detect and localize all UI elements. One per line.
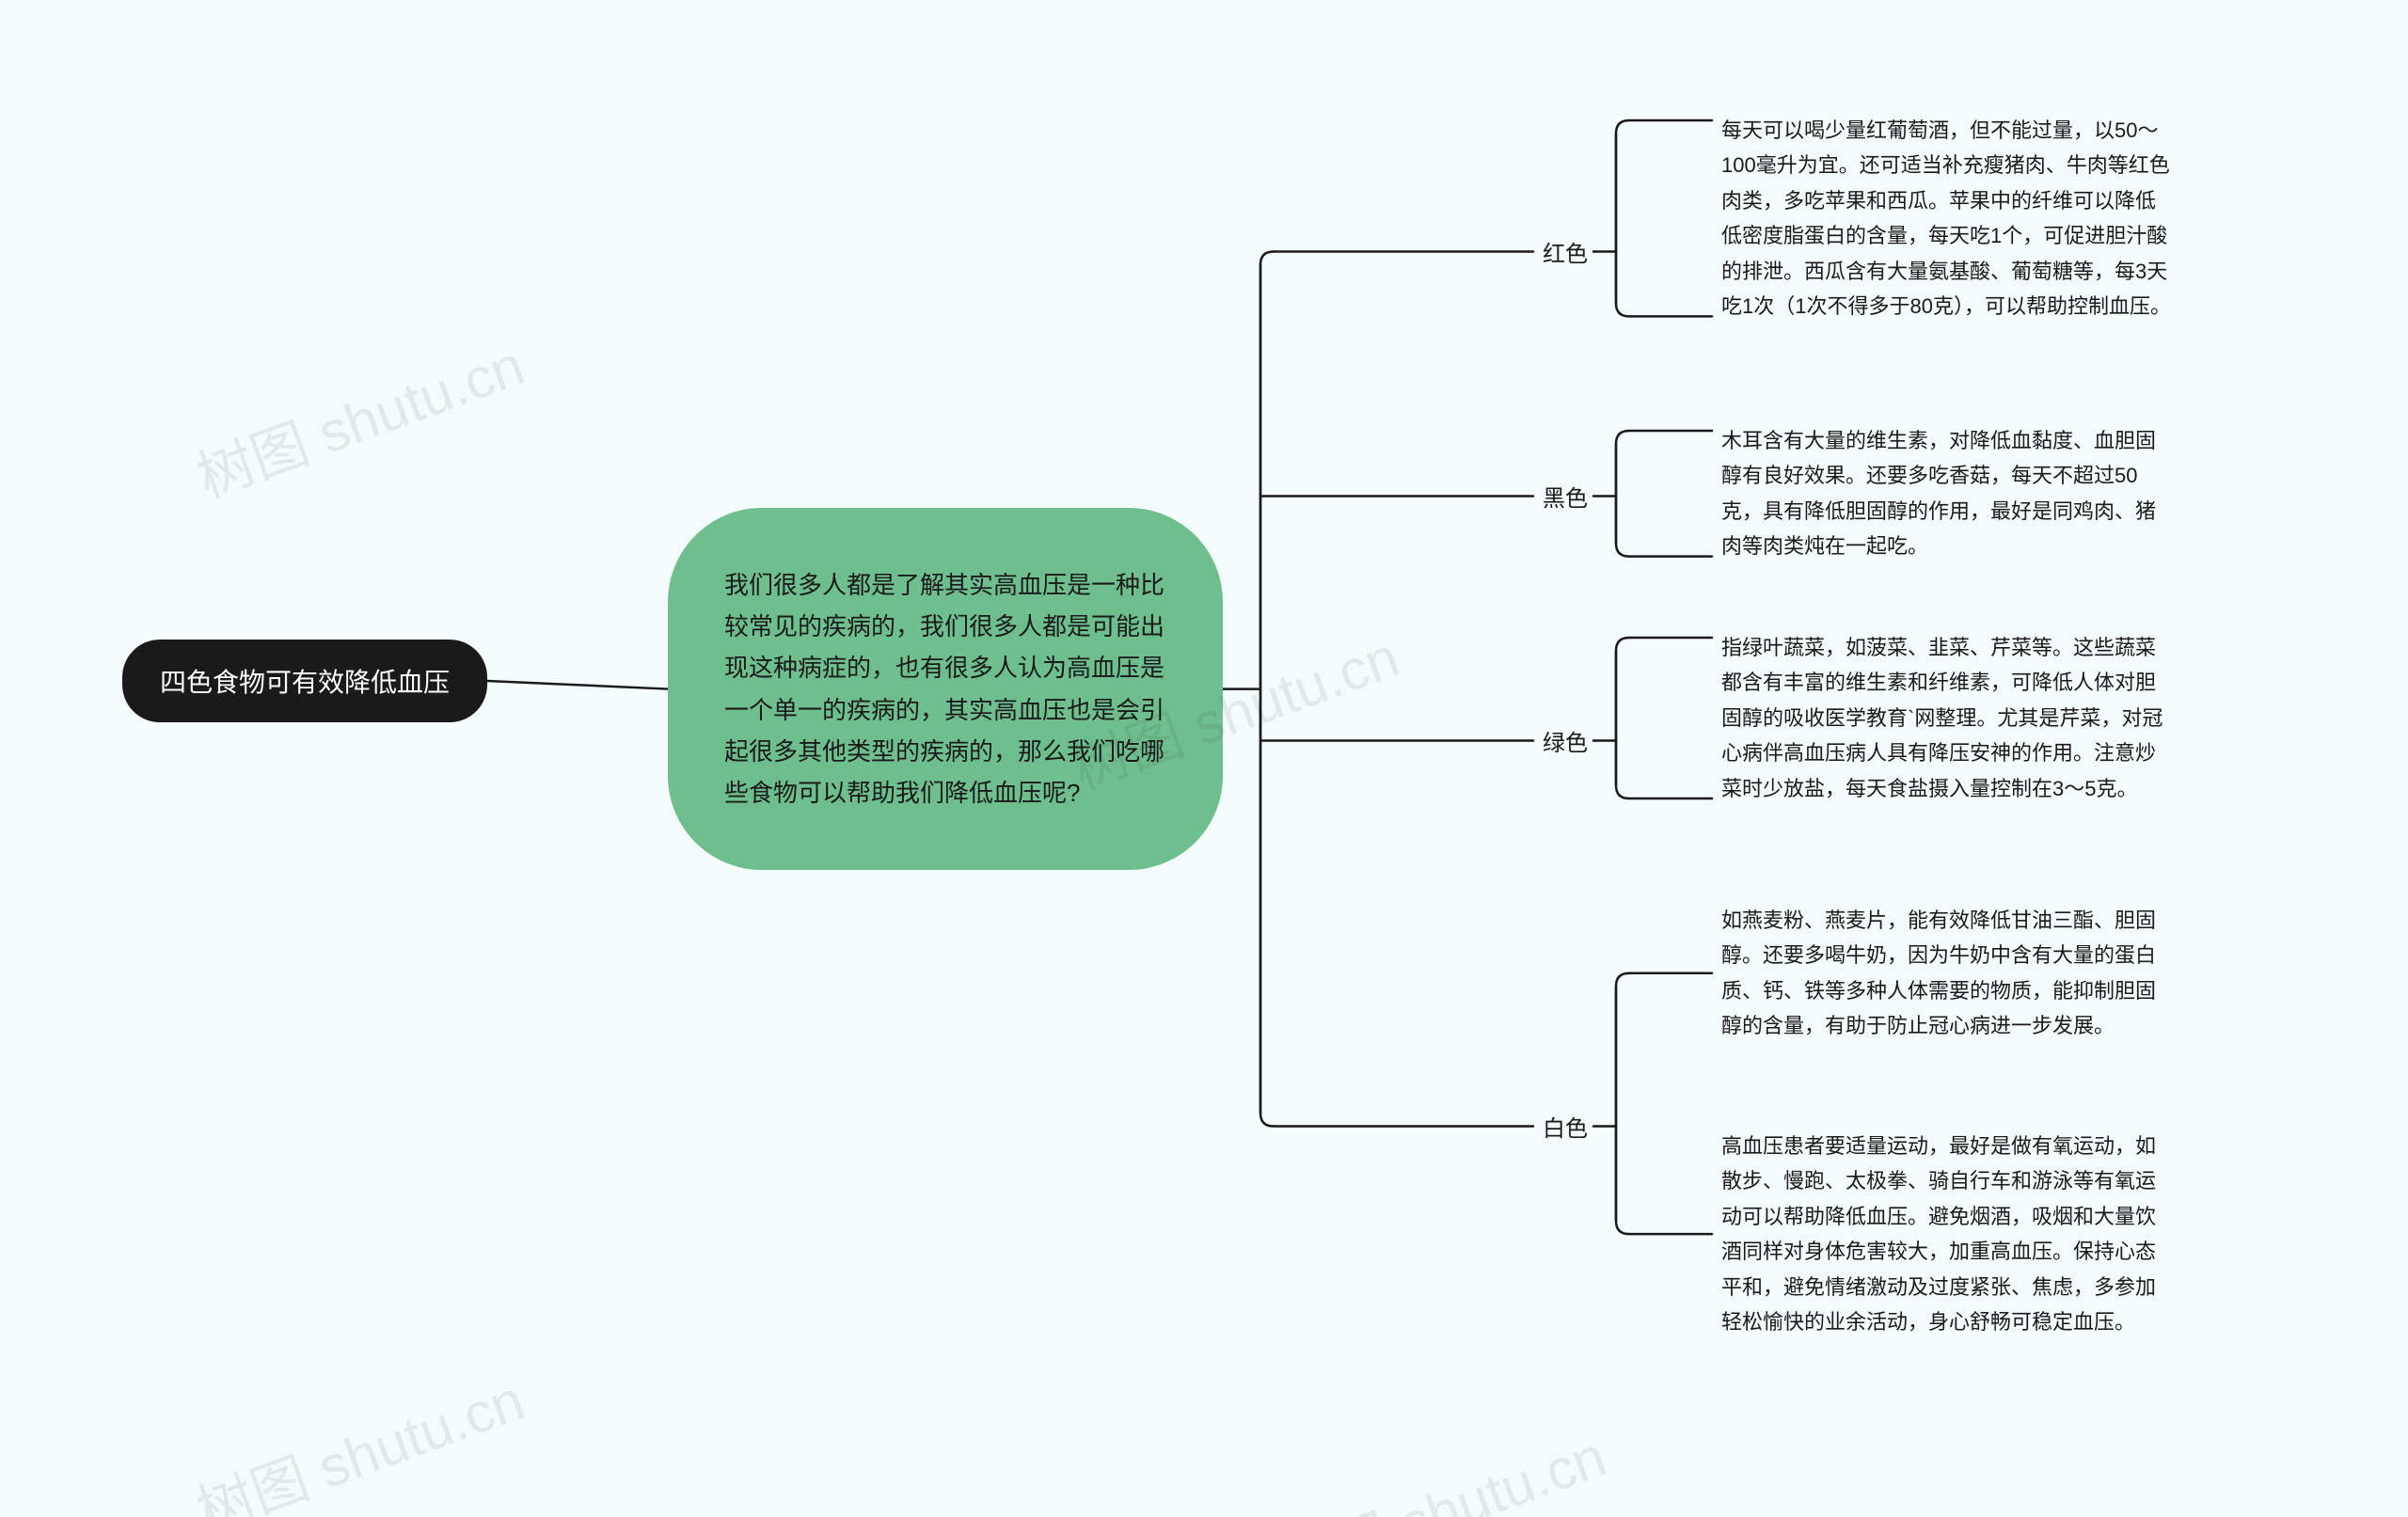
mindmap-canvas: 四色食物可有效降低血压 我们很多人都是了解其实高血压是一种比较常见的疾病的，我们… (0, 0, 2408, 1517)
watermark: 树图 shutu.cn (184, 320, 533, 514)
category-black[interactable]: 黑色 (1543, 480, 1588, 513)
category-white[interactable]: 白色 (1543, 1110, 1588, 1143)
watermark: 树图 shutu.cn (1266, 1411, 1615, 1517)
watermark: 树图 shutu.cn (184, 1354, 533, 1517)
leaf-green-0[interactable]: 指绿叶蔬菜，如菠菜、韭菜、芹菜等。这些蔬菜都含有丰富的维生素和纤维素，可降低人体… (1721, 630, 2173, 806)
category-green[interactable]: 绿色 (1543, 724, 1588, 757)
leaf-white-0[interactable]: 如燕麦粉、燕麦片，能有效降低甘油三酯、胆固醇。还要多喝牛奶，因为牛奶中含有大量的… (1721, 903, 2173, 1044)
intro-node[interactable]: 我们很多人都是了解其实高血压是一种比较常见的疾病的，我们很多人都是可能出现这种病… (668, 508, 1223, 870)
category-red[interactable]: 红色 (1543, 235, 1588, 268)
root-node[interactable]: 四色食物可有效降低血压 (122, 640, 487, 722)
leaf-red-0[interactable]: 每天可以喝少量红葡萄酒，但不能过量，以50～100毫升为宜。还可适当补充瘦猪肉、… (1721, 113, 2173, 324)
leaf-white-1[interactable]: 高血压患者要适量运动，最好是做有氧运动，如散步、慢跑、太极拳、骑自行车和游泳等有… (1721, 1129, 2173, 1339)
leaf-black-0[interactable]: 木耳含有大量的维生素，对降低血黏度、血胆固醇有良好效果。还要多吃香菇，每天不超过… (1721, 423, 2173, 564)
